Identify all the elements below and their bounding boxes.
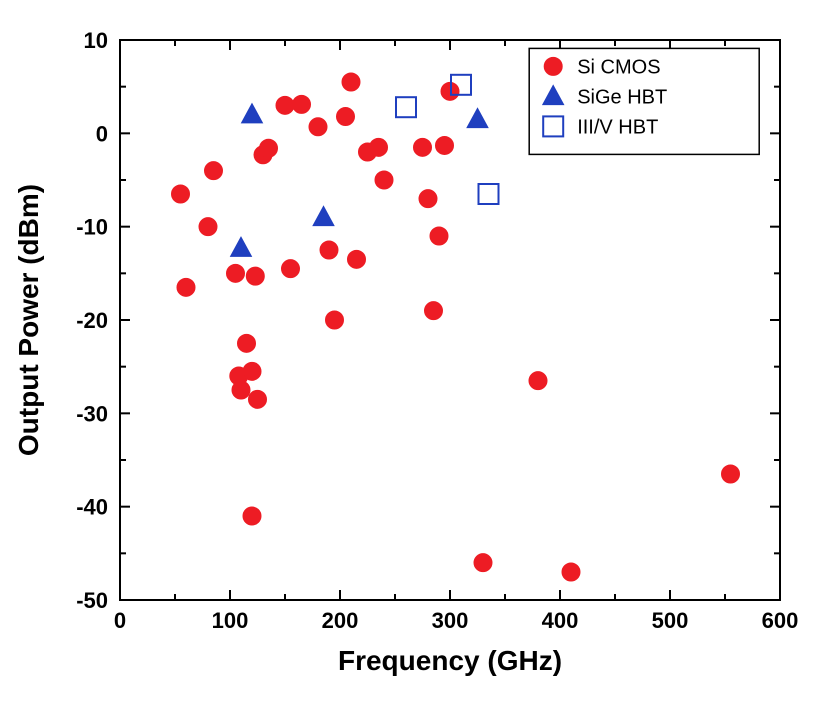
scatter-chart: 0 100 200 300 400 500 600 -50 -40 -30 -20 -10 0 10 Fre… bbox=[0, 0, 827, 720]
y-tick-label: -20 bbox=[76, 308, 108, 333]
x-tick-label: 100 bbox=[212, 608, 249, 633]
x-tick-label: 500 bbox=[652, 608, 689, 633]
legend: Si CMOS SiGe HBT III/V HBT bbox=[529, 48, 759, 154]
y-tick-label: -40 bbox=[76, 495, 108, 520]
legend-label-sige_hbt: SiGe HBT bbox=[577, 86, 667, 108]
y-tick-label: 10 bbox=[84, 28, 108, 53]
x-tick-label: 200 bbox=[322, 608, 359, 633]
legend-label-iii_v_hbt: III/V HBT bbox=[577, 116, 658, 138]
x-tick-label: 0 bbox=[114, 608, 126, 633]
x-tick-label: 400 bbox=[542, 608, 579, 633]
y-tick-label: -50 bbox=[76, 588, 108, 613]
y-tick-label: -10 bbox=[76, 215, 108, 240]
y-tick-label: 0 bbox=[96, 121, 108, 146]
chart-svg: 0 100 200 300 400 500 600 -50 -40 -30 -20 -10 0 10 Fre… bbox=[0, 0, 827, 720]
y-axis-title: Output Power (dBm) bbox=[13, 184, 44, 456]
y-tick-label: -30 bbox=[76, 401, 108, 426]
x-axis-title: Frequency (GHz) bbox=[338, 645, 562, 676]
legend-label-si_cmos: Si CMOS bbox=[577, 56, 660, 78]
x-tick-label: 600 bbox=[762, 608, 799, 633]
x-tick-label: 300 bbox=[432, 608, 469, 633]
